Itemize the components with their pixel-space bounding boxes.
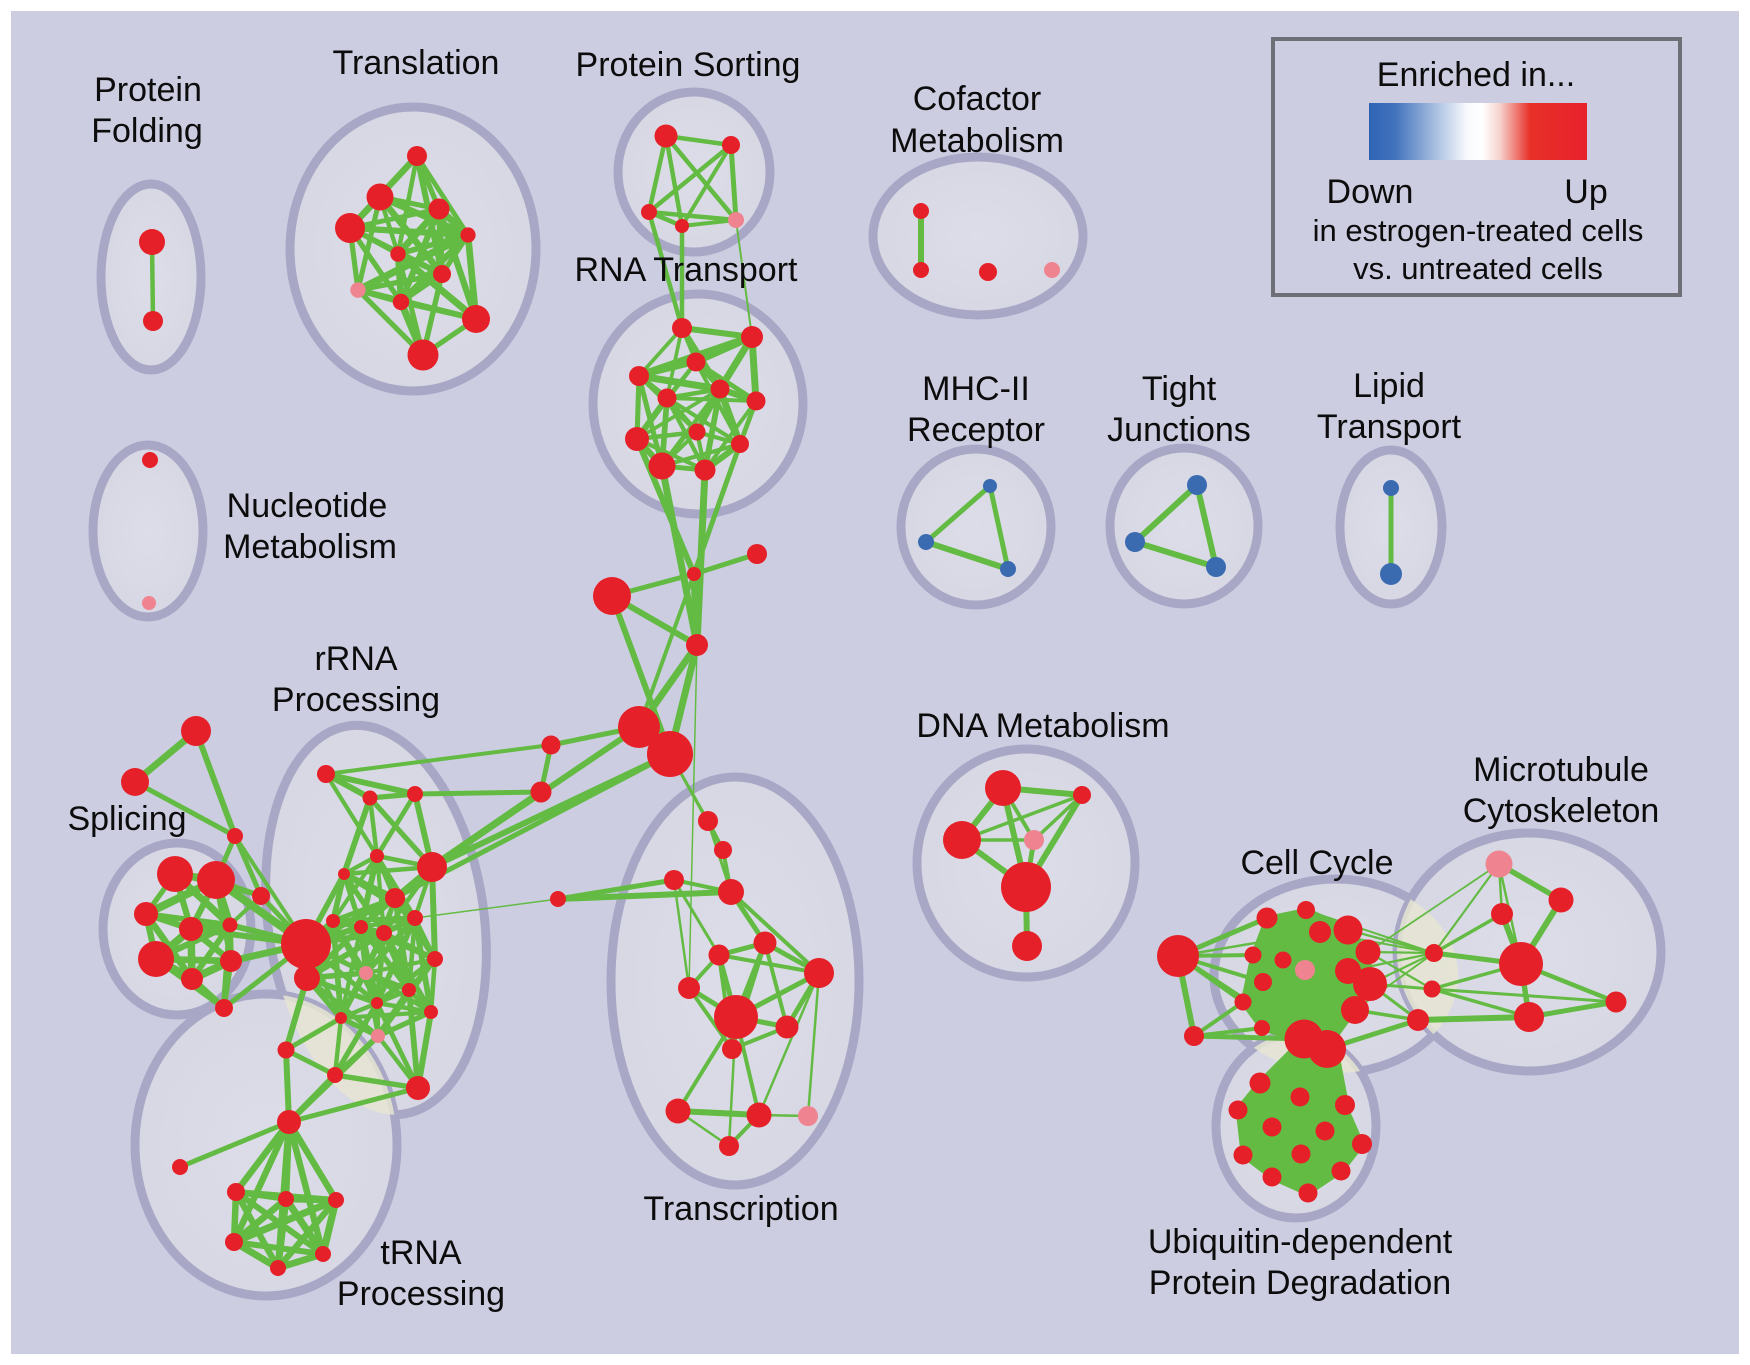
svg-text:vs. untreated cells: vs. untreated cells bbox=[1353, 251, 1603, 286]
svg-text:Protein: Protein bbox=[94, 71, 202, 109]
svg-text:Splicing: Splicing bbox=[67, 800, 186, 838]
svg-text:MHC-II: MHC-II bbox=[922, 370, 1030, 408]
svg-text:Metabolism: Metabolism bbox=[223, 528, 397, 566]
svg-text:Up: Up bbox=[1564, 173, 1607, 211]
svg-text:Nucleotide: Nucleotide bbox=[227, 487, 388, 525]
svg-text:Protein Degradation: Protein Degradation bbox=[1149, 1264, 1451, 1302]
svg-text:Receptor: Receptor bbox=[907, 411, 1045, 449]
svg-text:Translation: Translation bbox=[333, 44, 500, 82]
svg-text:Folding: Folding bbox=[91, 112, 203, 150]
svg-text:Down: Down bbox=[1327, 173, 1414, 211]
svg-text:Cell Cycle: Cell Cycle bbox=[1240, 844, 1393, 882]
svg-text:Processing: Processing bbox=[272, 681, 440, 719]
svg-text:in estrogen-treated cells: in estrogen-treated cells bbox=[1313, 213, 1644, 248]
svg-text:Cytoskeleton: Cytoskeleton bbox=[1463, 792, 1660, 830]
svg-text:Junctions: Junctions bbox=[1107, 411, 1251, 449]
svg-text:RNA Transport: RNA Transport bbox=[575, 251, 799, 289]
svg-text:Tight: Tight bbox=[1142, 370, 1217, 408]
svg-text:Ubiquitin-dependent: Ubiquitin-dependent bbox=[1148, 1223, 1453, 1261]
svg-text:Processing: Processing bbox=[337, 1275, 505, 1313]
svg-text:Protein Sorting: Protein Sorting bbox=[576, 46, 801, 84]
svg-text:tRNA: tRNA bbox=[380, 1234, 462, 1272]
svg-text:Lipid: Lipid bbox=[1353, 367, 1425, 405]
svg-text:Transport: Transport bbox=[1317, 408, 1462, 446]
svg-text:Transcription: Transcription bbox=[643, 1190, 838, 1228]
svg-text:rRNA: rRNA bbox=[314, 640, 397, 678]
svg-text:DNA Metabolism: DNA Metabolism bbox=[916, 707, 1169, 745]
svg-text:Enriched in...: Enriched in... bbox=[1377, 56, 1575, 94]
svg-text:Microtubule: Microtubule bbox=[1473, 751, 1649, 789]
svg-text:Metabolism: Metabolism bbox=[890, 122, 1064, 160]
svg-text:Cofactor: Cofactor bbox=[913, 80, 1042, 118]
